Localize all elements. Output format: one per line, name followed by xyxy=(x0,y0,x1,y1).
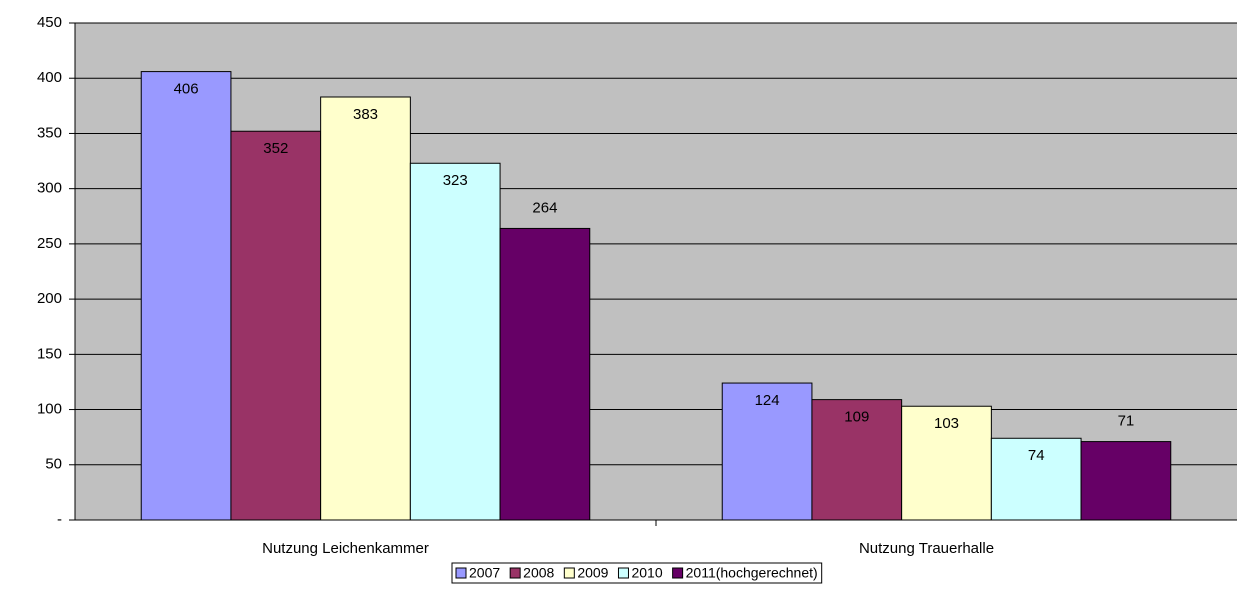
bar xyxy=(230,130,322,521)
y-tick-label: 200 xyxy=(37,290,62,307)
data-label: 383 xyxy=(353,106,378,123)
data-label: 103 xyxy=(934,415,959,432)
legend: 2007 2008 2009 2010 2011(hochgerechnet) xyxy=(451,562,823,584)
legend-label: 2011(hochgerechnet) xyxy=(686,565,818,581)
bar xyxy=(409,162,501,521)
data-label: 124 xyxy=(755,392,780,409)
y-tick-label: 100 xyxy=(37,401,62,418)
legend-box xyxy=(451,562,823,584)
bar xyxy=(721,382,813,521)
bar xyxy=(320,96,411,521)
y-tick-label: 250 xyxy=(37,235,62,252)
legend-swatch xyxy=(672,567,684,579)
y-tick-label: 150 xyxy=(37,345,62,362)
data-label: 323 xyxy=(443,172,468,189)
legend-swatch xyxy=(617,567,629,579)
bar xyxy=(140,71,232,521)
legend-label: 2010 xyxy=(631,565,662,581)
y-tick-label: 300 xyxy=(37,180,62,197)
y-tick-label: 400 xyxy=(37,69,62,86)
data-label: 406 xyxy=(174,81,199,98)
y-tick-label: 450 xyxy=(37,14,62,31)
bar xyxy=(990,437,1082,521)
data-label: 352 xyxy=(263,140,288,157)
legend-swatch xyxy=(455,567,467,579)
x-tick-label: Nutzung Leichenkammer xyxy=(262,540,429,557)
data-label: 71 xyxy=(1118,413,1135,430)
data-label: 74 xyxy=(1028,447,1045,464)
y-tick-label: 350 xyxy=(37,124,62,141)
bar xyxy=(1080,441,1172,521)
bar xyxy=(811,399,903,521)
legend-swatch xyxy=(563,567,575,579)
y-tick-label: - xyxy=(57,511,62,528)
legend-label: 2009 xyxy=(577,565,608,581)
bar xyxy=(499,227,591,521)
data-label: 264 xyxy=(532,199,557,216)
data-label: 109 xyxy=(844,409,869,426)
legend-label: 2007 xyxy=(469,565,500,581)
legend-swatch xyxy=(509,567,521,579)
x-tick-label: Nutzung Trauerhalle xyxy=(859,540,994,557)
legend-label: 2008 xyxy=(523,565,554,581)
y-tick-label: 50 xyxy=(45,456,62,473)
